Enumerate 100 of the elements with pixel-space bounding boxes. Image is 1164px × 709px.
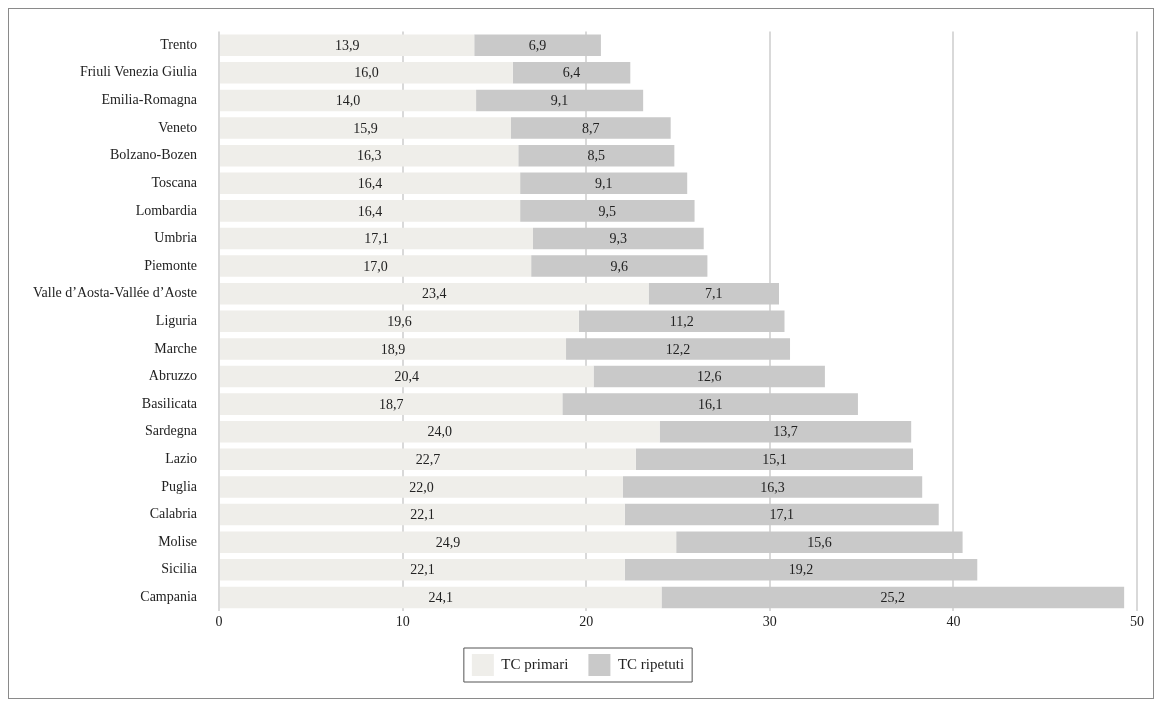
data-label: 25,2 <box>880 590 906 606</box>
bar <box>474 34 601 56</box>
data-label: 11,2 <box>669 313 694 329</box>
bar <box>648 282 779 305</box>
y-tick-label: Sardegna <box>144 423 198 439</box>
bar <box>220 282 649 305</box>
data-label: 9,1 <box>594 175 613 191</box>
bar <box>520 172 688 195</box>
bar <box>624 503 939 526</box>
bar <box>220 393 563 415</box>
data-label: 16,4 <box>357 203 383 219</box>
y-tick-label: Calabria <box>149 506 198 522</box>
bar <box>531 255 708 277</box>
bar <box>562 393 858 415</box>
y-tick-label: Umbria <box>154 230 198 246</box>
bar <box>220 227 533 250</box>
data-label: 23,4 <box>422 286 447 302</box>
data-label: 22,7 <box>415 452 441 468</box>
bar <box>220 200 521 222</box>
bar <box>220 586 662 609</box>
bar <box>220 365 594 388</box>
y-tick-label: Bolzano-Bozen <box>109 147 198 163</box>
data-label: 16,0 <box>354 65 379 81</box>
y-tick-label: Piemonte <box>144 257 198 273</box>
data-label: 24,9 <box>435 534 461 550</box>
data-label: 17,0 <box>363 258 388 274</box>
data-label: 16,3 <box>760 479 785 495</box>
legend-label: TC primari <box>501 655 569 672</box>
bar <box>578 310 785 333</box>
data-label: 18,7 <box>378 396 404 412</box>
chart-frame: TC primari TC ripetuti 0 10 20 30 40 50 Trento Friuli Venezia Giulia Emilia-Romagna Veneto Bolzano-Bozen Toscana Lombardia Umbria Piemonte Valle d’Aosta-Vallée d’Aoste Liguria Marche Abruzzo Basilicata Sardegna Lazio Puglia Calabria Molise Sicilia Campania 13,9 16,0 14,0 15,9 16,3 16,4 16,4 17,1 17,0 23,4 19,6 18,9 20,4 18,7 24,0 22,7 22,0 22,1 24,9 22,1 24,1 6,9 6,4 9,1 8,7 8,5 9,1 9,5 9,3 9,6 7,1 11,2 12,2 12,6 16,1 13,7 15,1 16,3 17,1 15,6 19,2 25,2 <box>8 8 1154 699</box>
bar <box>510 117 671 139</box>
data-label: 17,1 <box>364 231 389 247</box>
data-label: 9,3 <box>609 231 628 247</box>
data-label: 24,1 <box>428 590 454 606</box>
legend-label: TC ripetuti <box>617 655 685 672</box>
y-tick-label: Valle d’Aosta-Vallée d’Aoste <box>32 285 198 301</box>
y-tick-label: Marche <box>154 340 198 356</box>
data-label: 19,2 <box>788 562 814 578</box>
bar <box>220 62 513 84</box>
data-label: 9,6 <box>610 258 629 274</box>
y-tick-label: Friuli Venezia Giulia <box>79 64 198 80</box>
bar <box>476 89 644 112</box>
bar <box>520 200 695 222</box>
data-label: 7,1 <box>705 286 723 302</box>
y-tick-label: Abruzzo <box>148 368 198 384</box>
bar <box>220 476 623 498</box>
bar <box>220 559 625 581</box>
y-tick-label: Veneto <box>158 119 198 135</box>
x-tick-label: 10 <box>395 614 410 630</box>
x-tick-label: 30 <box>762 614 777 630</box>
data-label: 12,6 <box>696 369 722 385</box>
bar <box>659 420 912 443</box>
data-label: 20,4 <box>394 369 420 385</box>
data-label: 8,7 <box>582 120 600 136</box>
x-tick-label: 40 <box>946 614 961 630</box>
y-tick-label: Sicilia <box>161 561 198 577</box>
data-label: 22,0 <box>409 479 434 495</box>
data-label: 6,9 <box>528 37 547 53</box>
y-tick-label: Campania <box>140 589 198 605</box>
bar <box>220 172 521 195</box>
data-label: 19,6 <box>387 313 412 329</box>
bar <box>220 310 579 333</box>
data-label: 13,9 <box>334 37 360 53</box>
bar <box>220 89 477 112</box>
data-label: 16,4 <box>357 175 383 191</box>
bar <box>220 448 636 471</box>
data-label: 15,1 <box>762 452 787 468</box>
bar <box>593 365 825 388</box>
bar <box>512 62 631 84</box>
bar <box>220 503 625 526</box>
data-label: 16,1 <box>697 396 723 412</box>
y-tick-label: Toscana <box>151 174 198 190</box>
bar <box>635 448 914 471</box>
bar <box>566 338 791 360</box>
bar <box>532 227 704 250</box>
bar <box>676 531 963 553</box>
data-label: 15,6 <box>807 534 832 550</box>
data-label: 12,2 <box>665 341 691 357</box>
x-tick-label: 50 <box>1130 614 1144 630</box>
data-label: 9,5 <box>598 203 617 219</box>
bar <box>220 144 519 167</box>
y-tick-label: Liguria <box>155 312 198 328</box>
bar <box>220 255 532 277</box>
bar <box>624 559 978 581</box>
bar <box>220 338 567 360</box>
bar <box>220 34 475 56</box>
y-tick-label: Puglia <box>161 478 198 494</box>
x-tick-label: 0 <box>215 614 223 630</box>
bar <box>622 476 923 498</box>
y-tick-label: Basilicata <box>141 395 198 411</box>
y-tick-label: Molise <box>158 533 198 549</box>
y-tick-label: Lombardia <box>135 202 198 218</box>
data-label: 16,3 <box>356 148 382 164</box>
y-tick-label: Emilia-Romagna <box>101 92 198 108</box>
bar <box>220 117 511 139</box>
y-tick-label: Trento <box>160 36 198 52</box>
data-label: 17,1 <box>769 507 795 523</box>
bar <box>220 531 677 553</box>
data-label: 13,7 <box>773 424 798 440</box>
